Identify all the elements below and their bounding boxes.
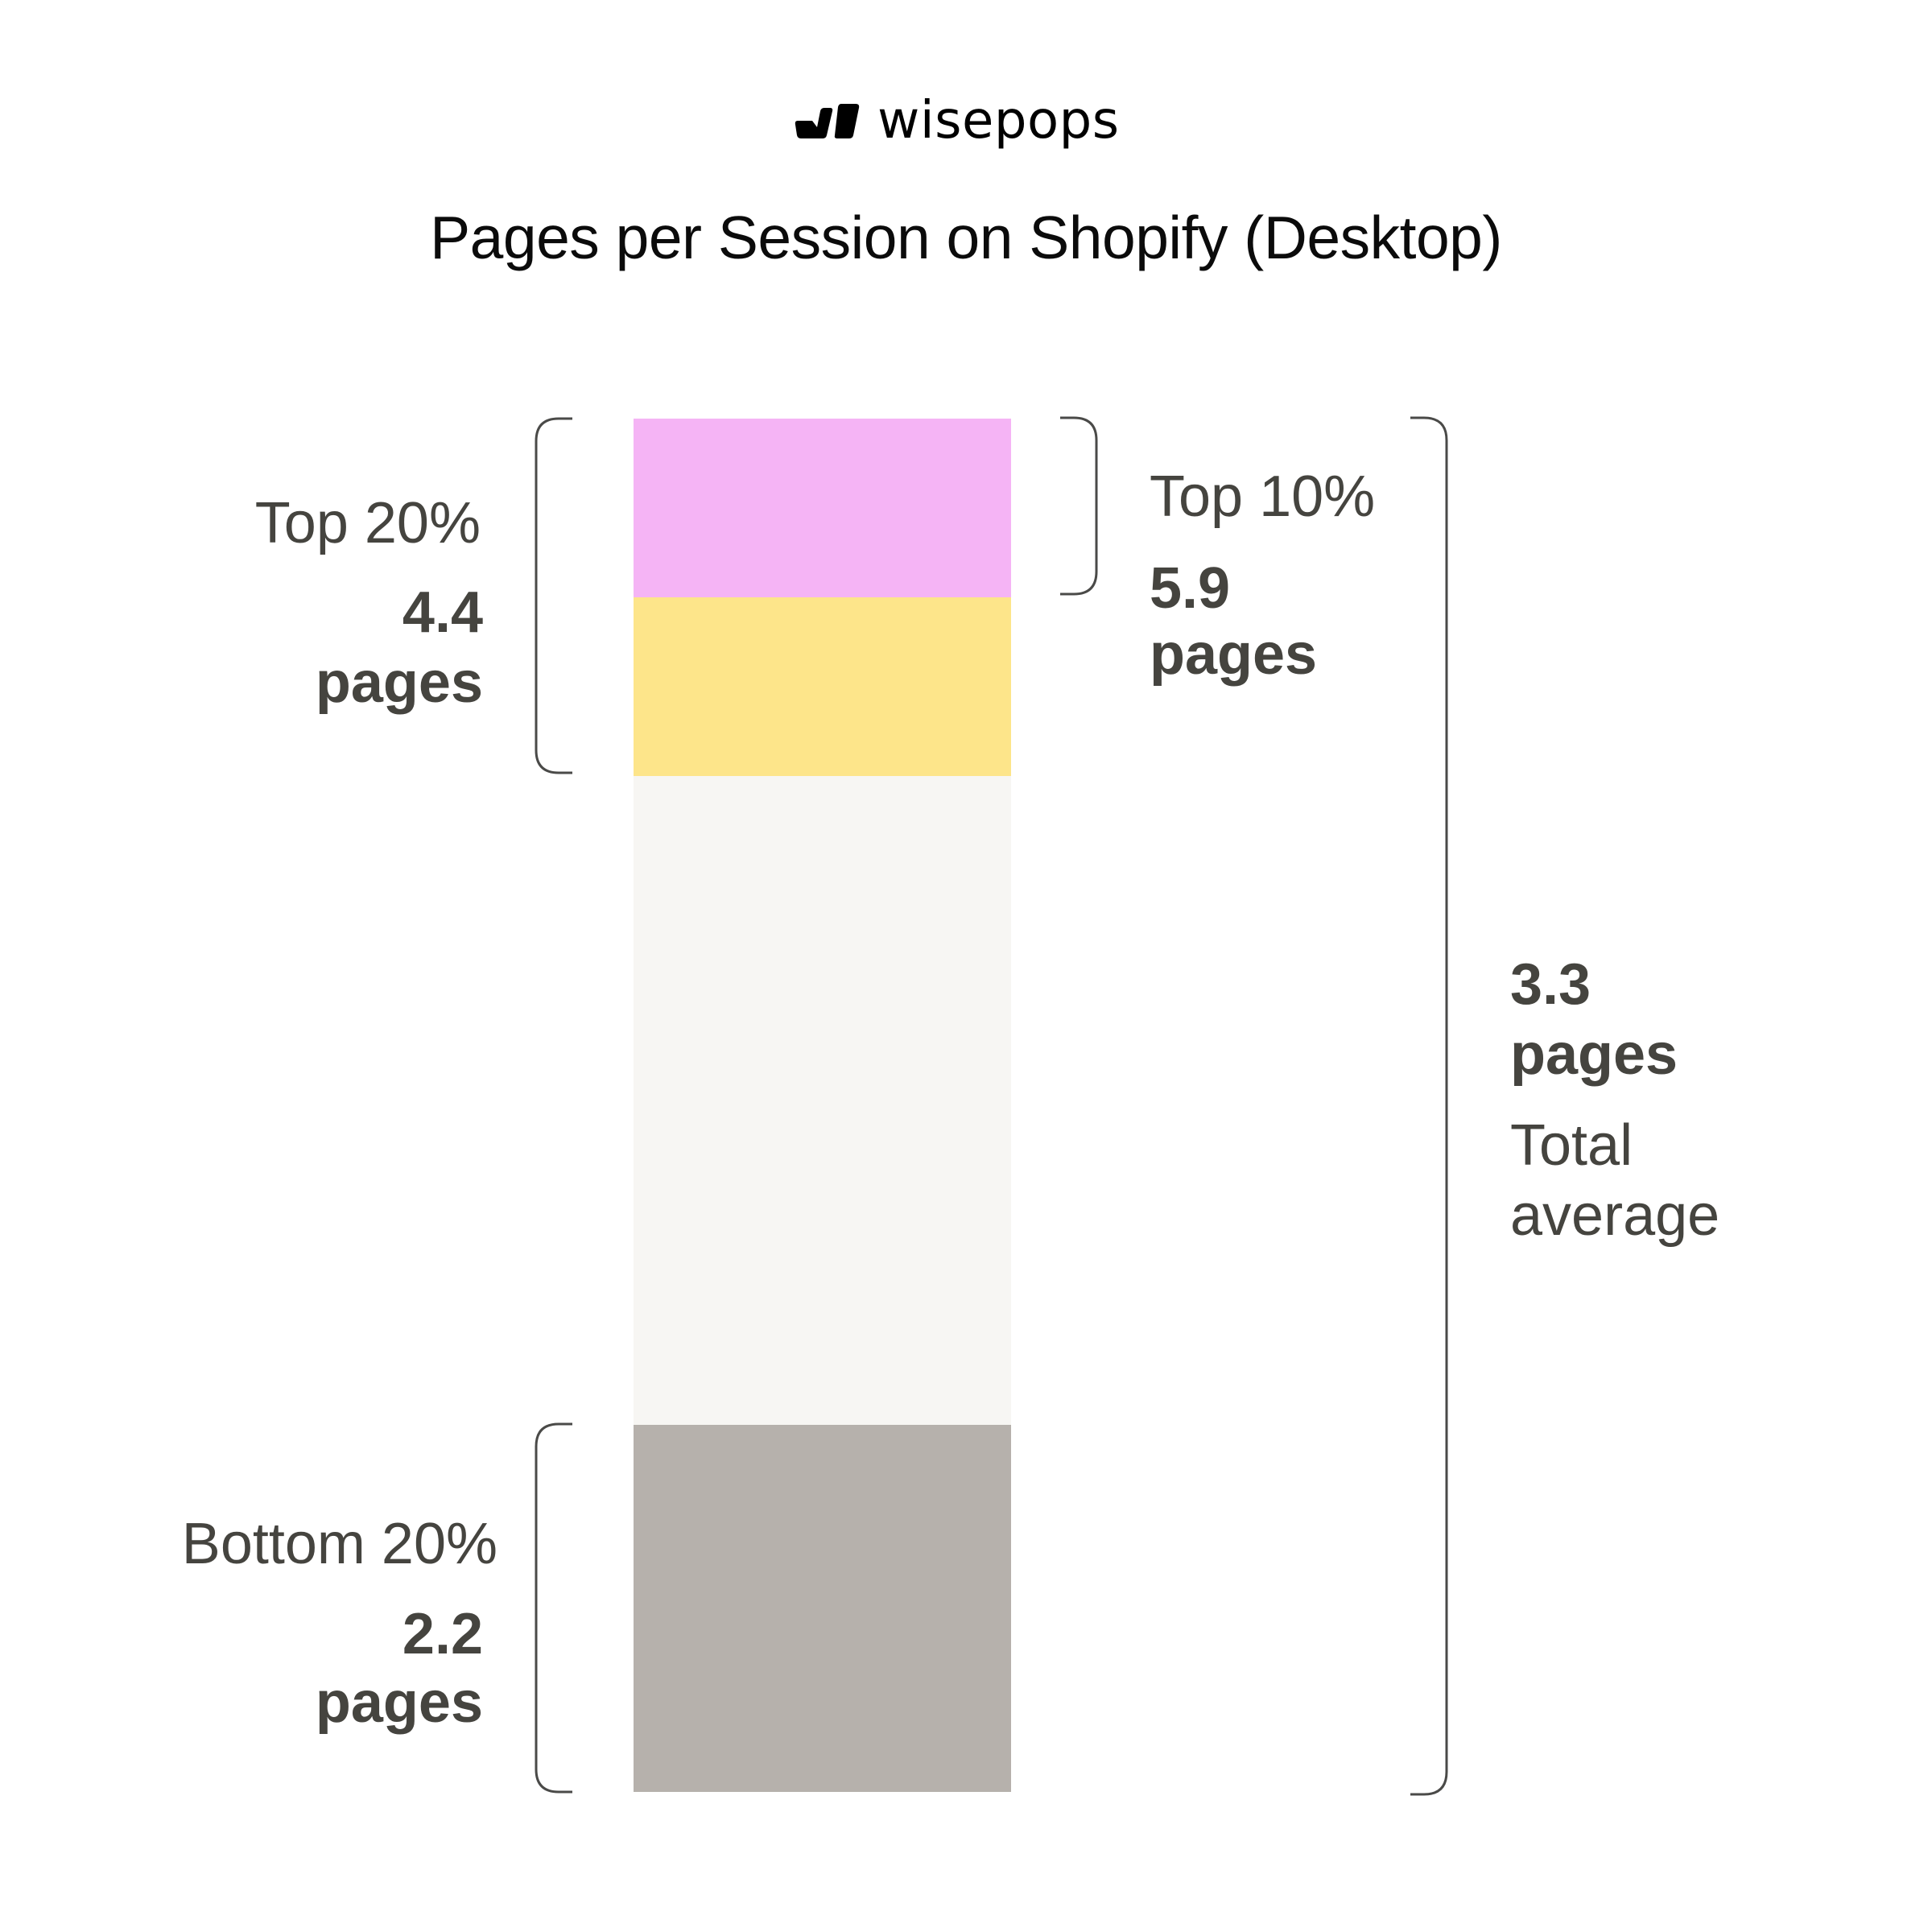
- total-value: 3.3: [1510, 952, 1591, 1017]
- segment-top-20: [634, 597, 1011, 776]
- bottom-20-unit: pages: [315, 1670, 483, 1735]
- top-10-label: Top 10%: [1150, 464, 1376, 529]
- bracket-total: [1410, 416, 1448, 1796]
- top-10-unit: pages: [1150, 622, 1318, 687]
- bracket-top-20: [535, 417, 572, 774]
- segment-middle: [634, 776, 1011, 1425]
- total-caption-line2: average: [1510, 1183, 1720, 1248]
- logo-wordmark: wisepops: [877, 91, 1120, 151]
- top-20-label: Top 20%: [254, 491, 481, 555]
- top-20-unit: pages: [315, 650, 483, 715]
- total-unit: pages: [1510, 1022, 1678, 1087]
- segment-top-10: [634, 419, 1011, 597]
- bracket-top-10: [1060, 416, 1098, 596]
- bottom-20-value: 2.2: [402, 1602, 483, 1666]
- bottom-20-label: Bottom 20%: [181, 1512, 497, 1576]
- wisepops-mark-icon: [795, 104, 860, 138]
- top-20-value: 4.4: [402, 580, 483, 645]
- bracket-bottom-20: [535, 1422, 572, 1794]
- chart-title: Pages per Session on Shopify (Desktop): [430, 204, 1502, 271]
- total-caption-line1: Total: [1510, 1113, 1633, 1178]
- top-10-value: 5.9: [1150, 556, 1231, 621]
- segment-bottom-20: [634, 1425, 1011, 1792]
